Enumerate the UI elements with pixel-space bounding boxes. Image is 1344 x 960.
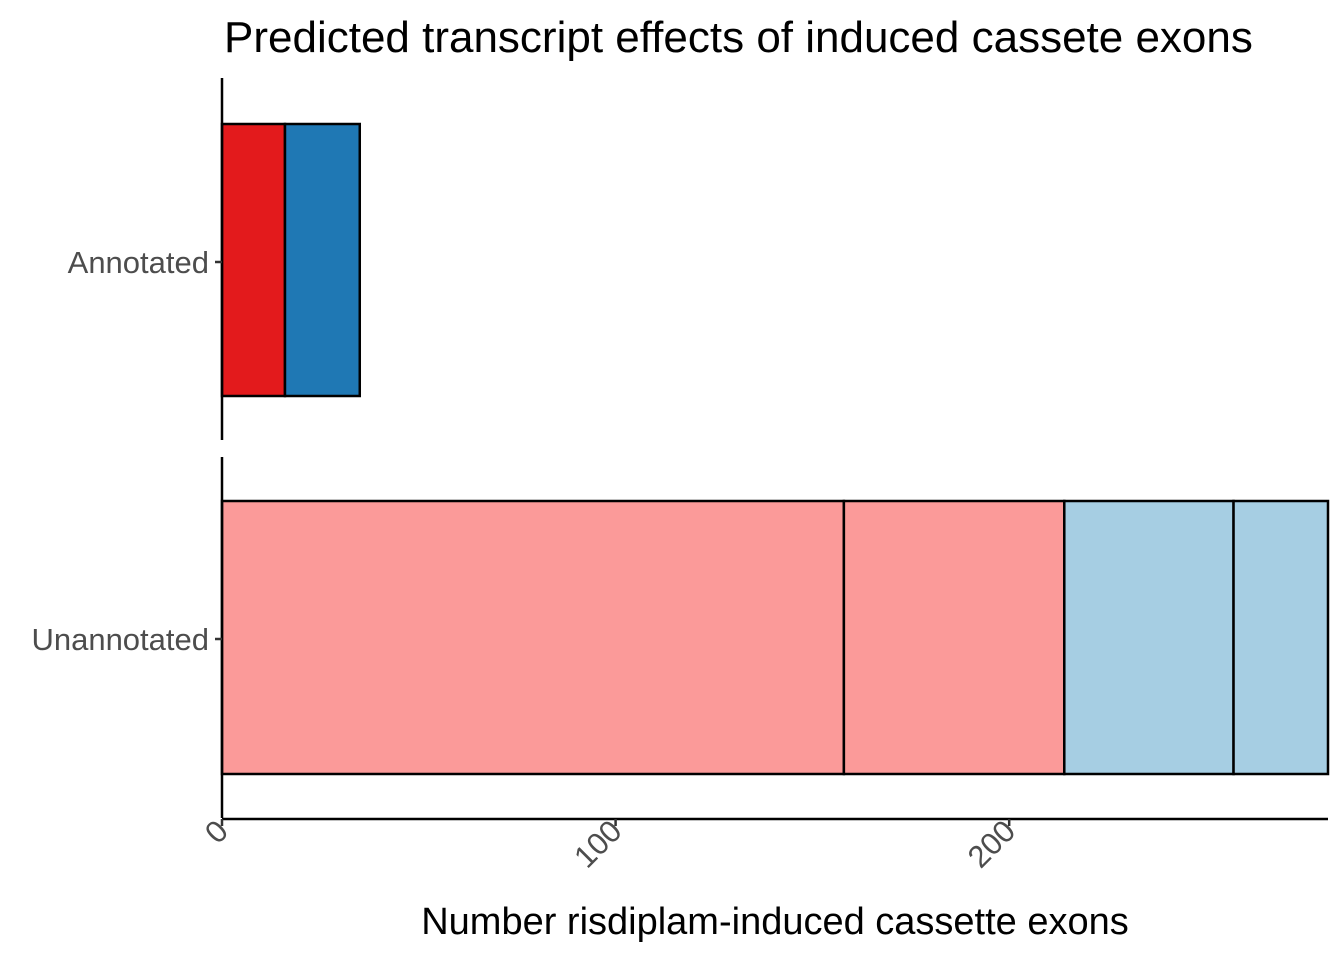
panel-annotated: Annotated bbox=[68, 78, 362, 440]
bar-segment-unannotated-1 bbox=[220, 499, 846, 776]
chart-title: Predicted transcript effects of induced … bbox=[224, 13, 1253, 62]
y-tick-label-annotated: Annotated bbox=[68, 245, 209, 280]
bar-segment-annotated-2 bbox=[283, 122, 362, 398]
x-axis-label: Number risdiplam-induced cassette exons bbox=[421, 901, 1129, 943]
bar-segment-unannotated-3 bbox=[1063, 499, 1235, 776]
panel-unannotated: Unannotated bbox=[31, 457, 1330, 818]
bar-segment-annotated-1 bbox=[220, 122, 287, 398]
bar-segment-unannotated-4 bbox=[1232, 499, 1330, 776]
y-tick-label-unannotated: Unannotated bbox=[31, 622, 209, 657]
bar-segment-unannotated-2 bbox=[842, 499, 1066, 776]
